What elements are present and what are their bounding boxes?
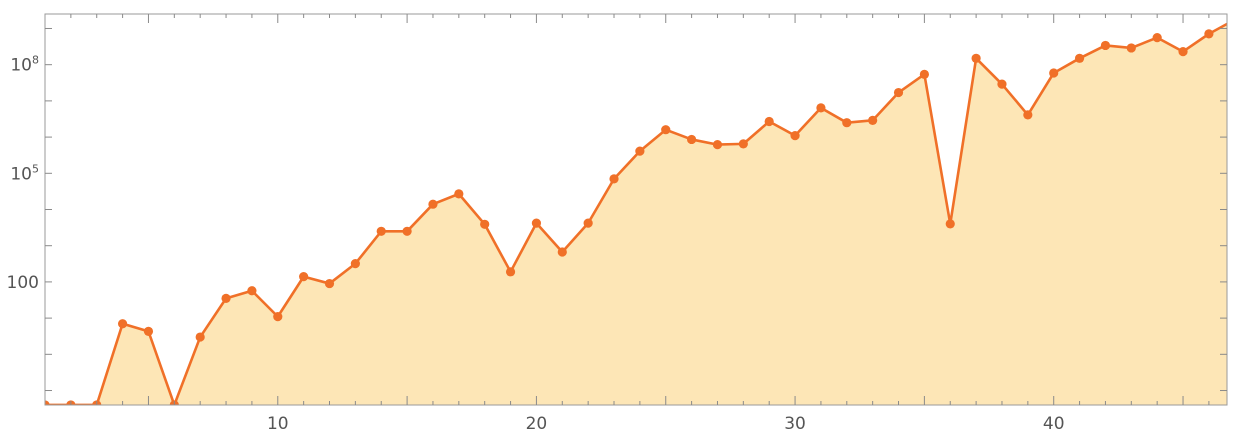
data-point-42: [1100, 40, 1111, 51]
y-tick-label: 100: [7, 273, 39, 293]
data-point-36: [945, 219, 955, 229]
data-point-29: [764, 116, 774, 127]
x-tick-label: 10: [267, 414, 289, 434]
y-tick-label: 105: [10, 162, 39, 184]
data-point-13: [350, 259, 360, 269]
data-point-15: [402, 226, 412, 236]
data-point-26: [687, 134, 697, 145]
data-point-39: [1023, 110, 1033, 120]
data-point-21: [557, 247, 567, 257]
data-point-34: [893, 87, 904, 98]
series-area: [45, 23, 1227, 405]
data-point-43: [1126, 43, 1136, 53]
data-point-46: [1204, 29, 1214, 39]
x-tick-label: 40: [1043, 414, 1065, 434]
data-point-16: [428, 199, 438, 209]
data-point-40: [1049, 68, 1059, 78]
data-point-47: [1230, 15, 1239, 24]
data-point-17: [454, 189, 464, 199]
y-tick-label: 108: [10, 54, 39, 76]
data-point-12: [324, 278, 335, 289]
data-point-7: [195, 332, 205, 342]
data-point-19: [505, 267, 516, 277]
data-point-5: [143, 326, 154, 336]
data-point-41: [1074, 53, 1085, 63]
x-tick-label: 20: [526, 414, 548, 434]
data-point-20: [531, 218, 542, 228]
data-point-1: [45, 400, 50, 405]
data-point-28: [738, 139, 748, 149]
data-point-23: [609, 174, 619, 184]
data-point-44: [1152, 33, 1162, 43]
data-point-8: [221, 293, 231, 304]
data-point-11: [299, 272, 309, 282]
axes-frame: [44, 13, 1228, 406]
data-point-4: [117, 319, 128, 329]
plot-area: [45, 15, 1239, 405]
data-point-25: [661, 125, 671, 135]
data-point-24: [635, 146, 645, 156]
data-point-18: [480, 219, 490, 229]
data-point-22: [583, 218, 593, 228]
data-point-9: [247, 286, 257, 296]
data-point-31: [816, 103, 826, 113]
data-point-33: [868, 115, 878, 125]
data-point-10: [273, 312, 283, 322]
data-point-32: [842, 118, 852, 128]
data-point-45: [1178, 46, 1188, 57]
data-point-35: [919, 69, 929, 79]
data-point-30: [790, 130, 800, 141]
data-point-27: [712, 140, 723, 150]
tick-labels: 10 20 30 40 100 105 108: [7, 54, 1065, 434]
data-point-14: [376, 226, 386, 236]
x-tick-label: 30: [784, 414, 806, 434]
data-point-38: [997, 79, 1007, 89]
data-point-37: [971, 53, 981, 63]
